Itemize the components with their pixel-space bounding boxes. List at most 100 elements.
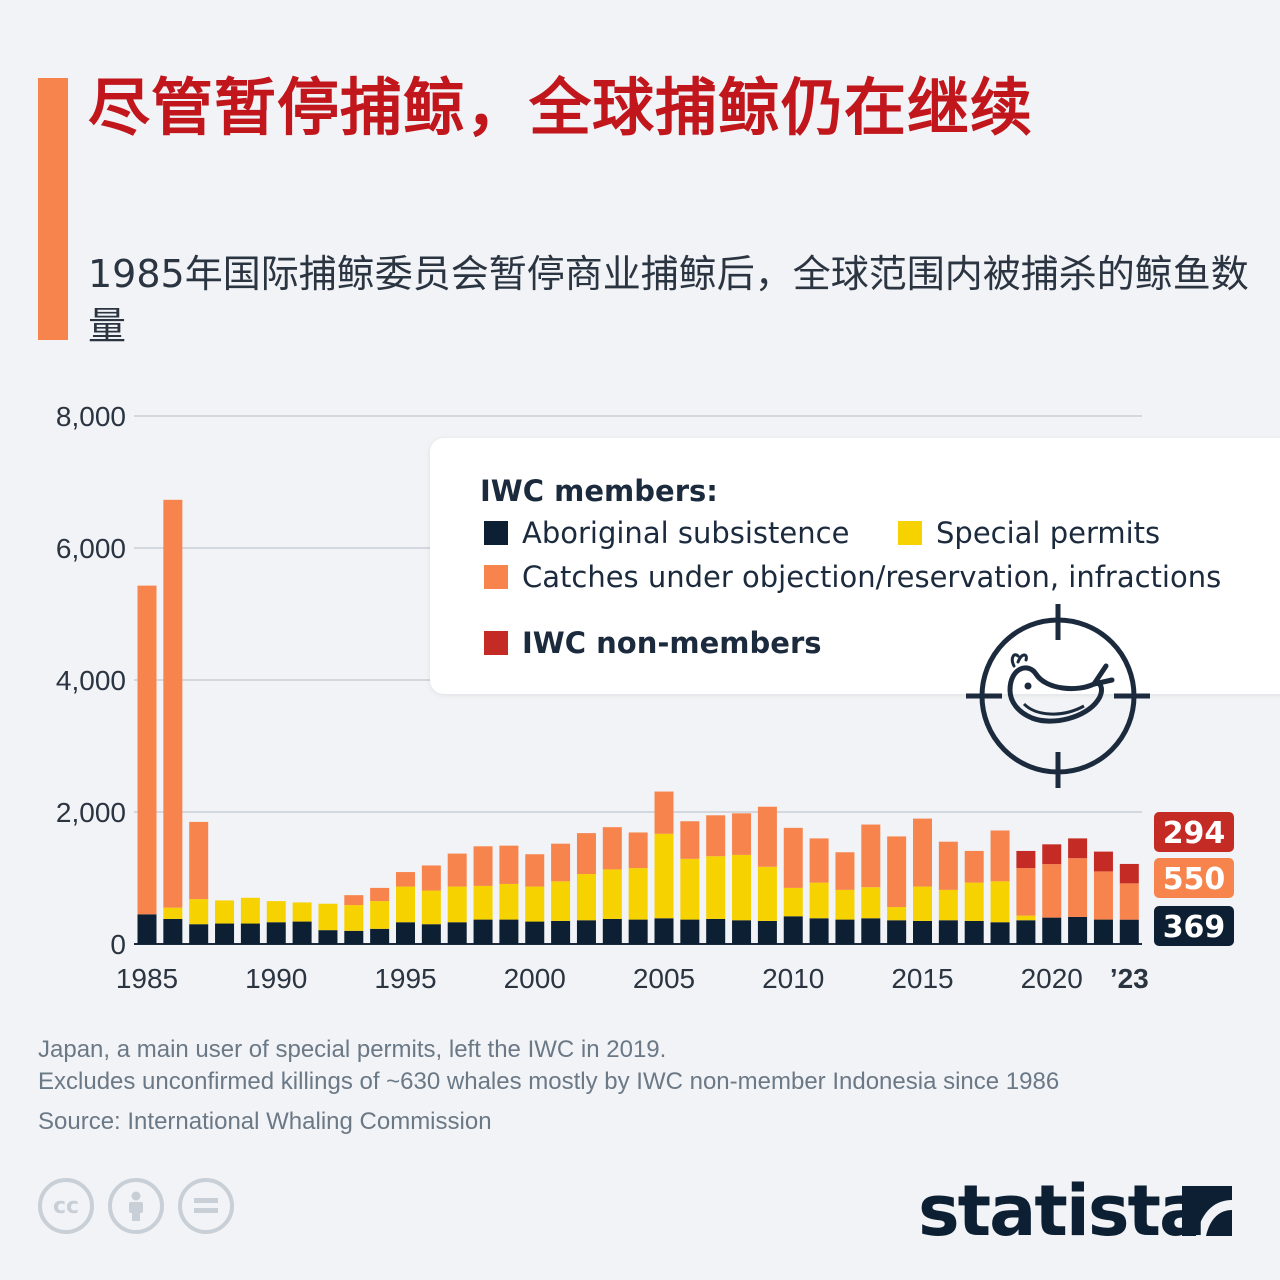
bar-special-permits-1988 [215, 900, 235, 924]
legend-item-special-permits: Special permits [898, 516, 1160, 550]
bar-aboriginal-subsistence-1995 [396, 922, 415, 944]
bar-aboriginal-subsistence-2022 [1093, 919, 1113, 944]
by-person-icon[interactable] [108, 1178, 164, 1234]
bar-catches-under-objection-reservation-infractions-1985 [137, 585, 157, 915]
bar-special-permits-2014 [887, 907, 907, 921]
legend-label-special-permits: Special permits [936, 516, 1161, 550]
bar-special-permits-2013 [861, 887, 881, 919]
bar-special-permits-2004 [628, 868, 648, 920]
legend-swatch-objection [484, 565, 508, 589]
bar-special-permits-2001 [551, 881, 571, 921]
bar-catches-under-objection-reservation-infractions-2016 [938, 841, 958, 890]
footnote-japan: Japan, a main user of special permits, l… [38, 1036, 667, 1063]
x-tick-label: 1985 [116, 963, 178, 994]
cc-icon-text: cc [52, 1193, 80, 1219]
bar-aboriginal-subsistence-2003 [602, 918, 622, 944]
bar-aboriginal-subsistence-1994 [370, 928, 390, 944]
bar-catches-under-objection-reservation-infractions-2006 [680, 821, 700, 859]
bar-iwc-non-members-2021 [1068, 838, 1088, 859]
bar-aboriginal-subsistence-2002 [576, 920, 596, 944]
legend-heading: IWC members: [480, 474, 718, 508]
x-tick-label: 2020 [1021, 963, 1083, 994]
bar-catches-under-objection-reservation-infractions-1993 [344, 895, 364, 906]
bar-special-permits-2009 [757, 866, 777, 921]
legend-item-non-members: IWC non-members [484, 626, 822, 660]
x-tick-label: ’23 [1110, 963, 1149, 994]
bar-catches-under-objection-reservation-infractions-2000 [525, 854, 545, 887]
bar-catches-under-objection-reservation-infractions-1997 [447, 853, 467, 887]
x-tick-label: 2010 [762, 963, 824, 994]
bar-aboriginal-subsistence-1999 [499, 919, 519, 944]
bar-catches-under-objection-reservation-infractions-2001 [551, 843, 571, 882]
bar-catches-under-objection-reservation-infractions-1995 [396, 872, 415, 887]
bar-catches-under-objection-reservation-infractions-2003 [602, 827, 622, 870]
bar-special-permits-2012 [835, 889, 855, 920]
license-icons: cc [38, 1178, 234, 1234]
bar-aboriginal-subsistence-1989 [240, 923, 260, 944]
bar-aboriginal-subsistence-2006 [680, 919, 700, 944]
bar-catches-under-objection-reservation-infractions-2015 [913, 818, 932, 887]
bar-aboriginal-subsistence-2023 [1119, 919, 1139, 944]
bar-special-permits-1998 [473, 885, 493, 920]
bar-catches-under-objection-reservation-infractions-1999 [499, 845, 519, 884]
bar-catches-under-objection-reservation-infractions-2009 [757, 806, 777, 867]
bar-special-permits-1997 [447, 886, 467, 923]
bar-aboriginal-subsistence-2005 [654, 918, 674, 944]
y-tick-label: 0 [110, 929, 126, 960]
bar-iwc-non-members-2023 [1119, 863, 1139, 884]
footnote-source: Source: International Whaling Commission [38, 1108, 492, 1135]
y-tick-label: 2,000 [56, 797, 126, 828]
bar-aboriginal-subsistence-2001 [551, 920, 571, 944]
bar-catches-under-objection-reservation-infractions-2011 [809, 838, 829, 883]
bar-catches-under-objection-reservation-infractions-2002 [576, 833, 596, 875]
bar-aboriginal-subsistence-1998 [473, 919, 493, 944]
bar-special-permits-1995 [396, 886, 415, 923]
bar-aboriginal-subsistence-2012 [835, 919, 855, 944]
bar-special-permits-2011 [809, 882, 829, 919]
bar-aboriginal-subsistence-2016 [938, 920, 958, 944]
bar-catches-under-objection-reservation-infractions-2004 [628, 832, 648, 869]
bar-special-permits-1996 [421, 890, 441, 925]
bar-special-permits-2015 [913, 886, 932, 921]
bar-special-permits-2003 [602, 869, 622, 919]
bar-catches-under-objection-reservation-infractions-2017 [964, 850, 984, 883]
bar-aboriginal-subsistence-2000 [525, 921, 545, 944]
bar-iwc-non-members-2019 [1016, 850, 1036, 869]
bar-special-permits-2000 [525, 886, 545, 922]
bar-aboriginal-subsistence-2019 [1016, 920, 1036, 944]
bar-special-permits-2007 [706, 856, 726, 919]
bar-catches-under-objection-reservation-infractions-1994 [370, 887, 390, 902]
bar-catches-under-objection-reservation-infractions-2010 [783, 827, 803, 888]
cc-icon[interactable]: cc [38, 1178, 94, 1234]
legend-swatch-non-members [484, 631, 508, 655]
legend-panel: IWC members: Aboriginal subsistence Spec… [430, 438, 1280, 694]
bar-special-permits-1989 [240, 897, 260, 924]
value-label-catches-under-objection-reservation-infractions: 550 [1163, 862, 1226, 897]
bar-aboriginal-subsistence-1993 [344, 930, 364, 944]
bar-aboriginal-subsistence-2013 [861, 918, 881, 944]
value-label-iwc-non-members: 294 [1163, 816, 1226, 851]
bar-aboriginal-subsistence-1997 [447, 922, 467, 944]
bar-aboriginal-subsistence-1986 [163, 918, 183, 944]
bar-iwc-non-members-2020 [1042, 844, 1062, 865]
bar-special-permits-1992 [318, 903, 338, 931]
bar-aboriginal-subsistence-2020 [1042, 917, 1062, 944]
bar-aboriginal-subsistence-1988 [215, 923, 235, 944]
legend-swatch-aboriginal [484, 521, 508, 545]
bar-aboriginal-subsistence-1987 [189, 924, 209, 944]
accent-bar [38, 78, 68, 340]
bar-special-permits-1986 [163, 907, 183, 919]
bar-catches-under-objection-reservation-infractions-2020 [1042, 864, 1062, 918]
value-badge-iwc-non-members [1154, 812, 1234, 852]
footnote-exclusions: Excludes unconfirmed killings of ~630 wh… [38, 1068, 1060, 1095]
bar-catches-under-objection-reservation-infractions-2018 [990, 830, 1010, 882]
bar-aboriginal-subsistence-2004 [628, 919, 648, 944]
bar-catches-under-objection-reservation-infractions-2013 [861, 824, 881, 888]
nd-equals-icon[interactable] [178, 1178, 234, 1234]
value-badge-catches-under-objection-reservation-infractions [1154, 858, 1234, 898]
statista-logo[interactable]: statista [918, 1170, 1206, 1252]
x-tick-label: 1995 [374, 963, 436, 994]
bar-aboriginal-subsistence-1996 [421, 924, 441, 944]
bar-catches-under-objection-reservation-infractions-2021 [1068, 858, 1088, 917]
bar-special-permits-2002 [576, 874, 596, 921]
